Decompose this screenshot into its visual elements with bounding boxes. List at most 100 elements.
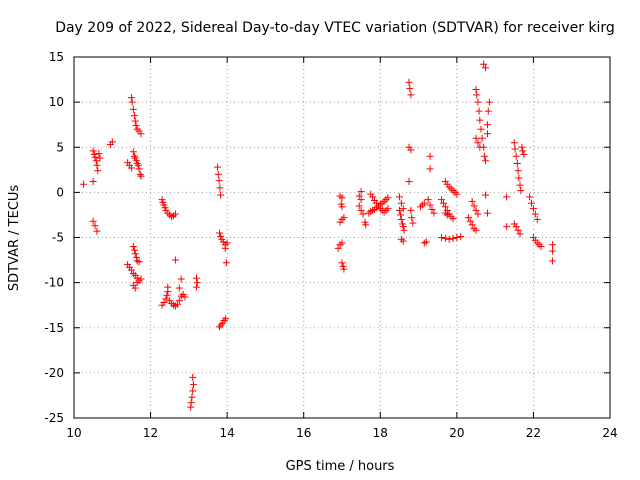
- data-point: [476, 116, 484, 124]
- grid: [74, 57, 610, 418]
- data-point: [160, 298, 168, 306]
- data-point: [164, 283, 172, 291]
- data-point: [453, 190, 461, 198]
- x-tick-label: 10: [66, 426, 81, 440]
- data-point: [80, 180, 88, 188]
- data-point: [89, 178, 97, 186]
- data-point: [399, 205, 407, 213]
- data-point: [131, 284, 139, 292]
- data-point: [516, 181, 524, 189]
- data-point: [336, 192, 344, 200]
- data-point: [483, 121, 491, 129]
- data-point: [405, 78, 413, 86]
- data-point: [127, 266, 135, 274]
- data-point: [399, 223, 407, 231]
- data-point: [476, 143, 484, 151]
- data-point: [131, 117, 139, 125]
- data-point: [129, 243, 137, 251]
- data-point: [222, 315, 230, 323]
- data-point: [93, 161, 101, 169]
- data-point: [449, 215, 457, 223]
- data-point: [136, 170, 144, 178]
- data-point: [407, 91, 415, 99]
- data-point: [466, 217, 474, 225]
- data-point: [133, 257, 141, 265]
- data-point: [409, 219, 417, 227]
- data-point: [338, 259, 346, 267]
- data-point: [340, 265, 348, 273]
- data-point: [453, 234, 461, 241]
- data-point: [355, 202, 363, 210]
- data-point: [480, 60, 488, 68]
- data-point: [406, 85, 414, 93]
- data-point: [510, 139, 518, 147]
- data-point: [482, 64, 490, 72]
- data-point: [132, 253, 140, 261]
- data-point: [511, 145, 519, 153]
- data-point: [549, 241, 557, 249]
- data-point: [395, 206, 403, 214]
- data-point: [512, 223, 520, 231]
- data-point: [382, 196, 390, 204]
- data-point: [473, 91, 481, 99]
- data-point: [397, 199, 405, 207]
- data-point: [537, 243, 545, 251]
- data-point: [367, 207, 375, 215]
- data-point: [515, 174, 523, 182]
- data-point: [441, 203, 449, 211]
- data-point: [223, 239, 231, 247]
- data-point: [94, 167, 102, 175]
- data-point: [418, 201, 426, 209]
- data-point: [217, 191, 225, 199]
- data-point: [528, 199, 536, 207]
- y-tick-label: 5: [56, 140, 64, 154]
- data-point: [189, 381, 197, 389]
- data-point: [464, 214, 472, 222]
- axis-ticks: [73, 56, 611, 419]
- data-point: [468, 197, 476, 205]
- data-point: [137, 172, 145, 180]
- data-point: [470, 202, 478, 210]
- data-point: [93, 227, 101, 235]
- data-point: [451, 188, 459, 196]
- data-point: [407, 146, 415, 154]
- data-point: [438, 234, 446, 241]
- data-points: [80, 60, 557, 411]
- data-point: [426, 165, 434, 173]
- data-point: [89, 147, 97, 155]
- data-point: [127, 94, 135, 102]
- data-point: [137, 130, 145, 138]
- data-point: [177, 275, 185, 283]
- data-point: [535, 241, 543, 249]
- data-point: [449, 187, 457, 195]
- data-point: [514, 167, 522, 175]
- data-point: [416, 203, 424, 211]
- data-point: [129, 270, 137, 278]
- x-tick-label: 14: [220, 426, 235, 440]
- y-tick-label: -25: [44, 411, 64, 425]
- chart-title: Day 209 of 2022, Sidereal Day-to-day VTE…: [55, 20, 615, 36]
- data-point: [173, 300, 181, 308]
- x-tick-labels: 10 12 14 16 18 20 22 24: [66, 426, 617, 440]
- data-point: [503, 223, 511, 231]
- data-point: [483, 130, 491, 138]
- data-point: [187, 403, 195, 411]
- data-point: [549, 247, 557, 255]
- data-point: [516, 230, 524, 238]
- data-point: [170, 301, 178, 309]
- data-point: [430, 209, 438, 217]
- data-point: [131, 250, 139, 258]
- data-point: [443, 211, 451, 219]
- data-point: [472, 134, 480, 142]
- data-point: [533, 215, 541, 223]
- x-tick-label: 20: [449, 426, 464, 440]
- data-point: [175, 284, 183, 292]
- data-point: [215, 177, 223, 185]
- data-point: [438, 196, 446, 204]
- data-point: [189, 373, 197, 381]
- data-point: [338, 239, 346, 247]
- data-point: [336, 241, 344, 249]
- data-point: [513, 159, 521, 167]
- data-point: [133, 159, 141, 167]
- data-point: [474, 210, 482, 218]
